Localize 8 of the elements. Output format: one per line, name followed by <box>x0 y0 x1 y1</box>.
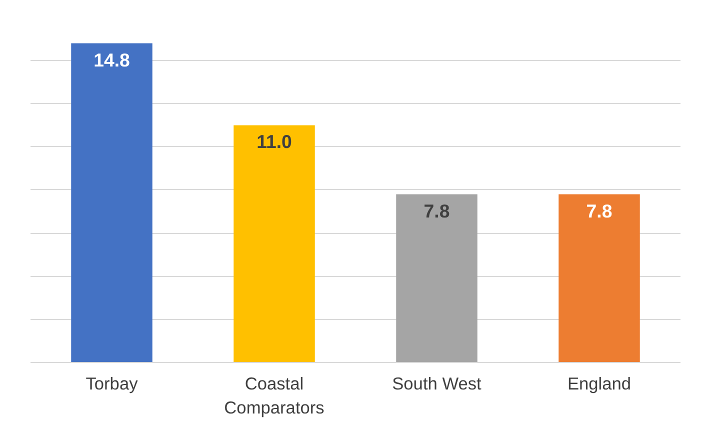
x-tick-label: England <box>567 374 632 394</box>
data-label: 14.8 <box>94 49 130 70</box>
x-tick-label: South West <box>392 374 482 394</box>
x-tick-label: Coastal Comparators <box>224 374 325 418</box>
data-label: 7.8 <box>586 200 612 222</box>
x-tick-label: Torbay <box>86 374 138 394</box>
data-label: 7.8 <box>424 200 450 222</box>
data-label: 11.0 <box>256 131 292 152</box>
